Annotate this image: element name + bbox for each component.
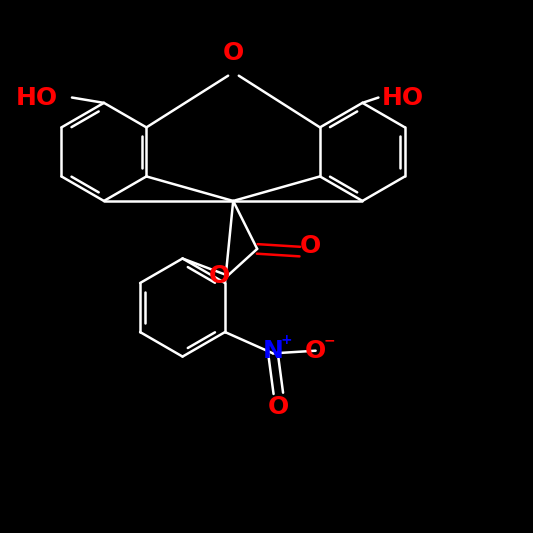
Text: +: + [280, 333, 292, 347]
Text: −: − [323, 333, 335, 347]
Text: O: O [268, 394, 289, 419]
Text: HO: HO [381, 85, 424, 110]
Text: N: N [263, 338, 284, 363]
Text: O: O [209, 263, 230, 288]
Text: O: O [305, 338, 326, 363]
Text: O: O [300, 234, 321, 259]
Text: HO: HO [16, 85, 59, 110]
Text: O: O [223, 41, 244, 65]
